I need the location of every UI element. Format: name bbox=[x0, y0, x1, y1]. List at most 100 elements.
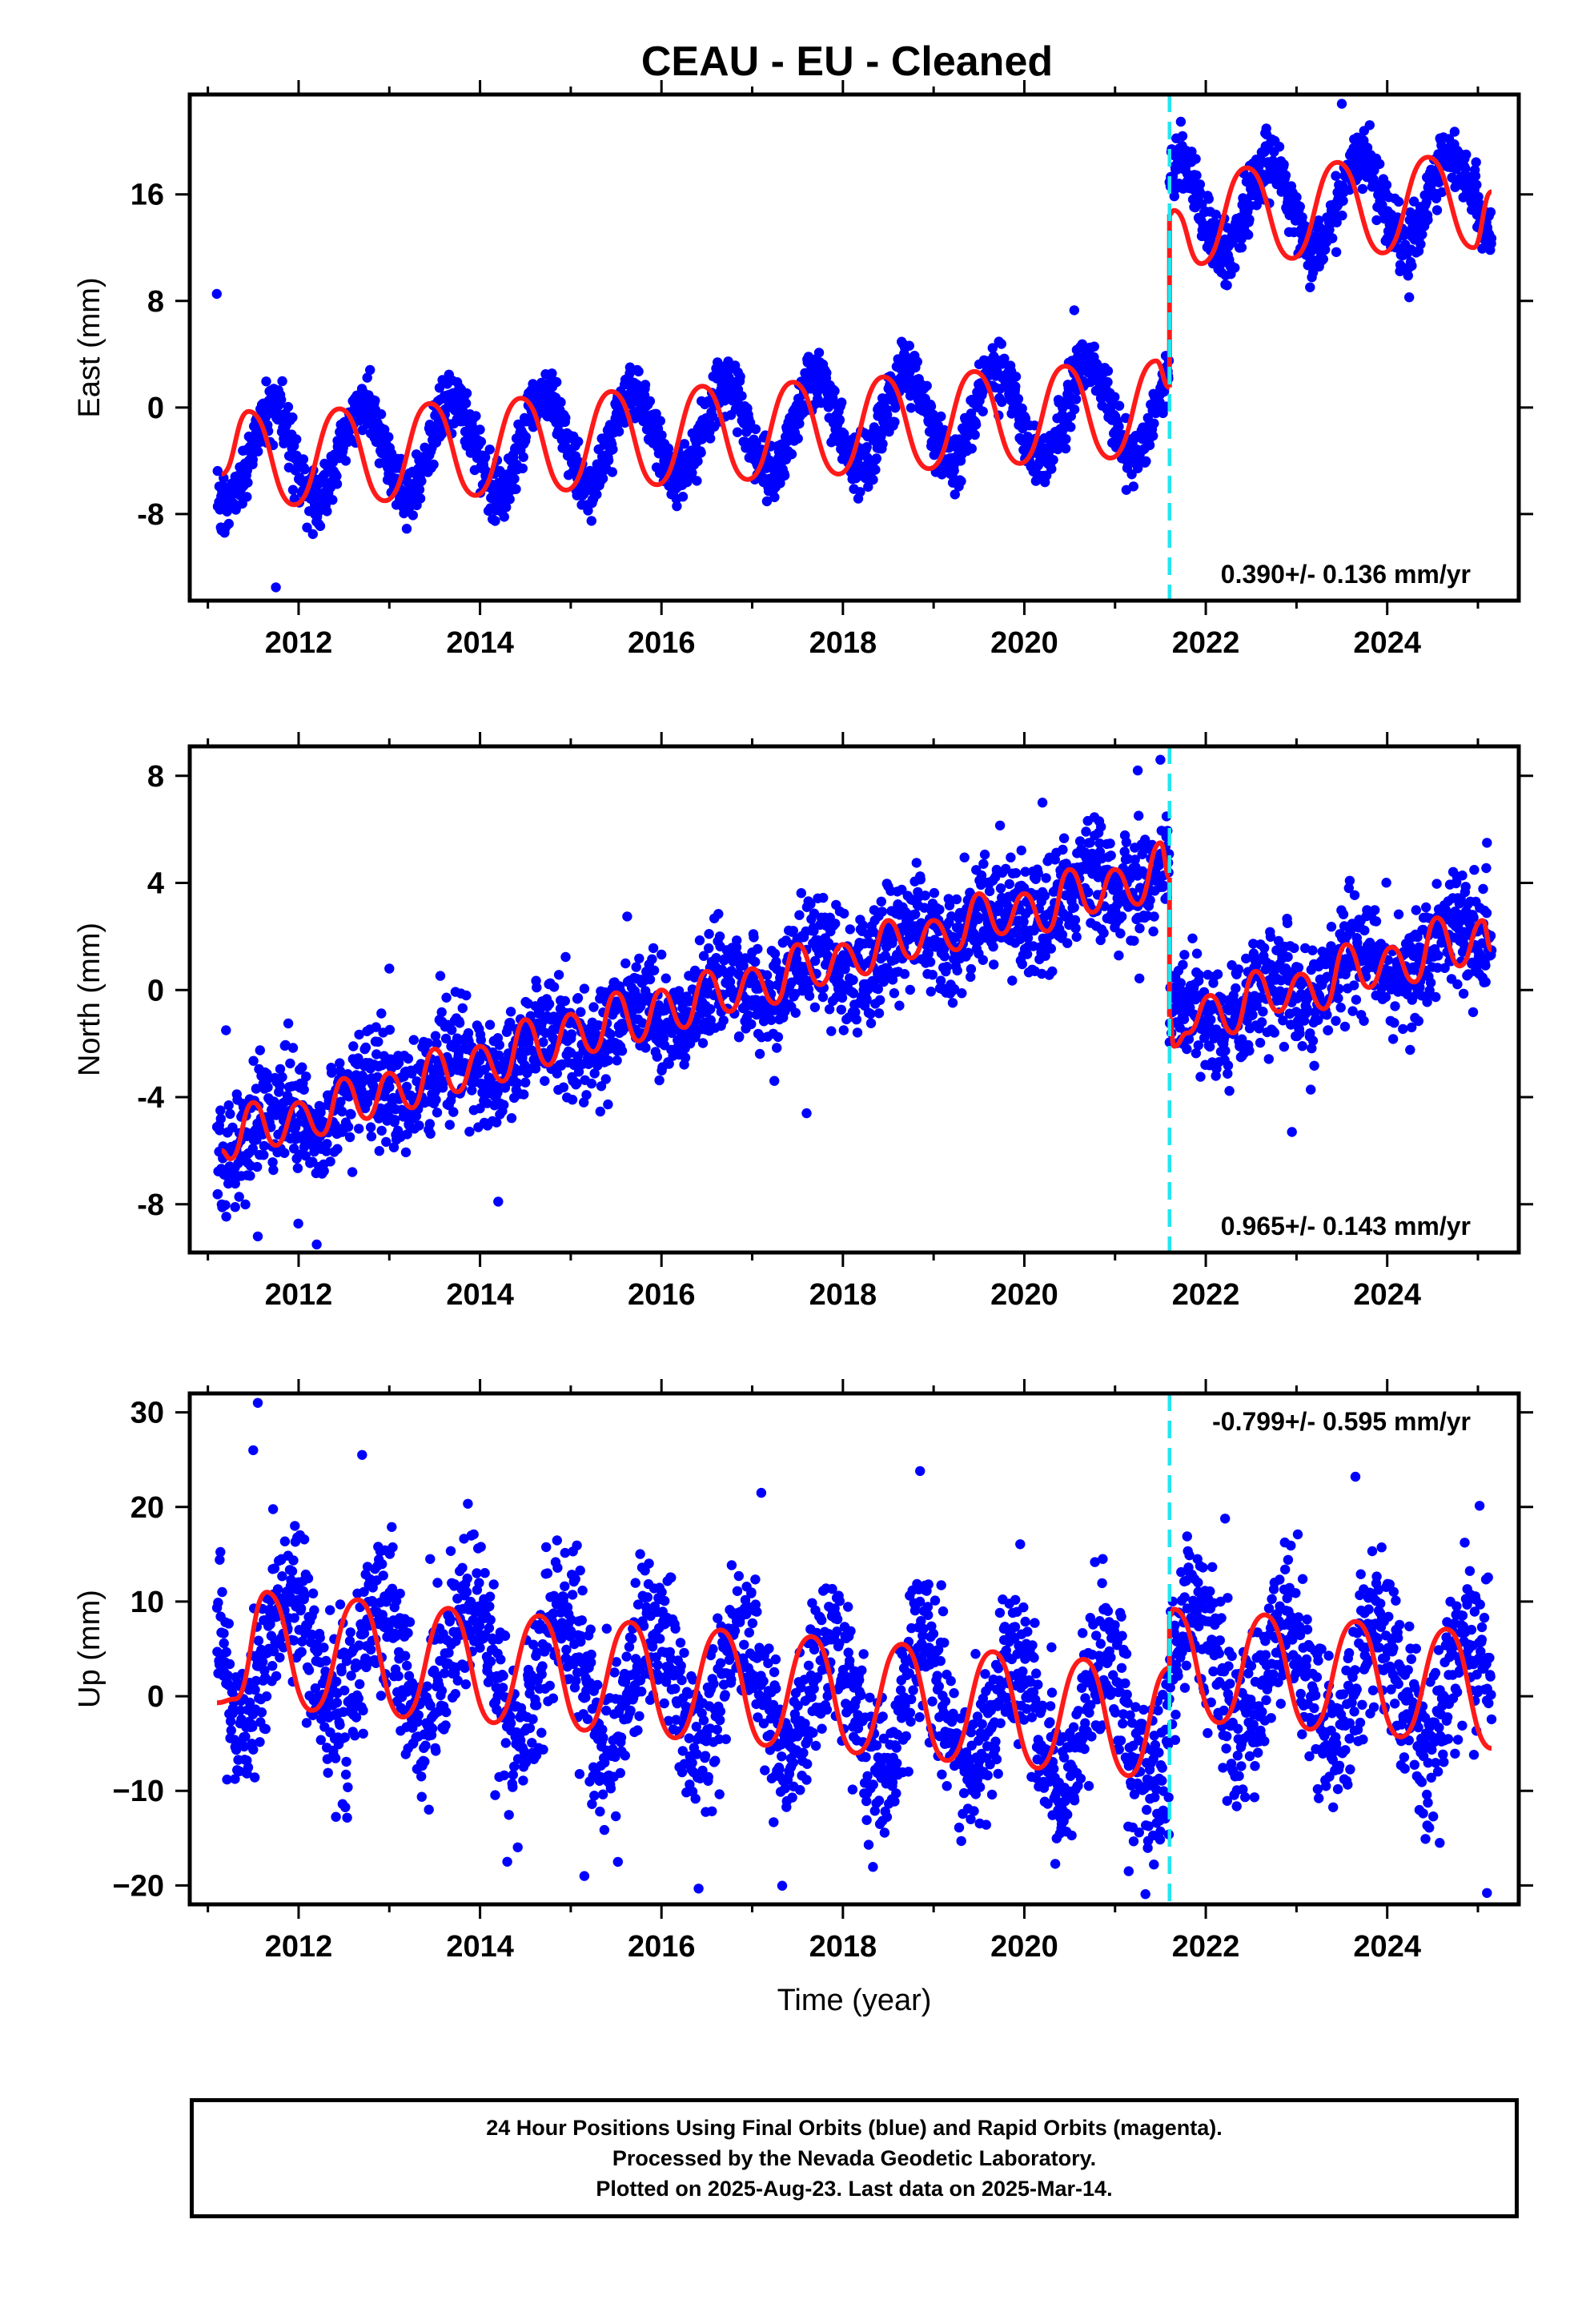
data-point bbox=[957, 988, 967, 999]
data-point bbox=[573, 1067, 584, 1077]
data-point bbox=[1191, 154, 1201, 164]
data-point bbox=[839, 908, 849, 919]
data-point bbox=[346, 1109, 356, 1120]
data-point bbox=[381, 1136, 391, 1148]
data-point bbox=[287, 412, 298, 423]
data-point bbox=[1256, 1017, 1267, 1027]
data-point bbox=[1144, 440, 1155, 451]
data-point bbox=[592, 489, 602, 500]
data-point bbox=[1327, 233, 1338, 243]
data-point bbox=[402, 1129, 412, 1140]
data-point bbox=[647, 954, 657, 965]
data-point bbox=[548, 982, 560, 992]
x-tick-label: 2016 bbox=[628, 626, 696, 660]
data-point bbox=[322, 1139, 332, 1149]
data-point bbox=[1486, 233, 1497, 243]
data-point bbox=[307, 529, 318, 540]
data-point bbox=[371, 1049, 382, 1059]
data-point bbox=[656, 949, 667, 960]
data-point bbox=[1033, 868, 1043, 879]
data-point bbox=[321, 1146, 331, 1156]
data-point bbox=[1274, 142, 1285, 152]
data-point bbox=[276, 395, 287, 405]
data-point bbox=[1279, 159, 1289, 170]
data-point bbox=[347, 1167, 358, 1177]
data-point bbox=[1470, 171, 1481, 181]
data-point bbox=[1461, 149, 1472, 160]
data-point bbox=[373, 1036, 383, 1047]
data-point bbox=[301, 1072, 311, 1082]
data-point bbox=[1001, 863, 1011, 875]
data-point bbox=[616, 1046, 628, 1056]
data-point bbox=[889, 416, 900, 428]
data-point bbox=[862, 984, 873, 995]
data-point bbox=[261, 376, 271, 387]
data-point bbox=[1017, 403, 1027, 414]
data-point bbox=[268, 1164, 279, 1176]
data-point bbox=[936, 411, 946, 422]
data-point bbox=[211, 288, 222, 300]
data-point bbox=[999, 353, 1010, 364]
data-point bbox=[370, 396, 380, 406]
data-point bbox=[915, 875, 926, 885]
data-point bbox=[586, 516, 596, 526]
data-point bbox=[1191, 1048, 1202, 1059]
data-point bbox=[648, 943, 659, 954]
data-point bbox=[1338, 195, 1348, 206]
data-point bbox=[1057, 929, 1068, 940]
data-point bbox=[613, 426, 624, 437]
data-point bbox=[325, 1156, 335, 1167]
data-point bbox=[1114, 950, 1124, 961]
x-tick-label: 2012 bbox=[265, 626, 333, 660]
data-point bbox=[656, 430, 667, 440]
data-point bbox=[494, 1039, 504, 1051]
data-point bbox=[921, 380, 932, 391]
data-point bbox=[1331, 217, 1342, 227]
data-point bbox=[877, 907, 888, 917]
data-point bbox=[221, 1212, 231, 1222]
data-point bbox=[245, 1171, 255, 1181]
data-point bbox=[499, 512, 509, 522]
data-point bbox=[640, 380, 651, 390]
y-tick-label: 16 bbox=[130, 179, 164, 212]
data-point bbox=[1211, 209, 1221, 220]
data-point bbox=[430, 1031, 441, 1041]
data-point bbox=[779, 470, 790, 480]
data-point bbox=[1020, 866, 1030, 877]
data-point bbox=[939, 951, 950, 962]
data-point bbox=[475, 1103, 485, 1114]
data-point bbox=[1061, 434, 1071, 444]
chart-title: CEAU - EU - Cleaned bbox=[641, 38, 1053, 85]
data-point bbox=[734, 1031, 745, 1042]
data-point bbox=[987, 343, 998, 353]
data-point bbox=[1130, 854, 1140, 865]
data-point bbox=[1066, 422, 1076, 432]
data-point bbox=[793, 433, 803, 444]
data-point bbox=[973, 902, 983, 912]
data-point bbox=[219, 472, 229, 484]
data-point bbox=[530, 1063, 541, 1074]
data-point bbox=[813, 348, 825, 358]
data-point bbox=[771, 956, 781, 967]
data-point bbox=[247, 1144, 258, 1154]
data-point bbox=[538, 1037, 548, 1047]
data-point bbox=[277, 1072, 287, 1083]
data-point bbox=[644, 974, 656, 985]
data-point bbox=[1149, 911, 1159, 922]
data-point bbox=[1320, 244, 1331, 255]
data-point bbox=[1415, 239, 1426, 250]
plot-area bbox=[190, 94, 1519, 601]
data-point bbox=[837, 992, 848, 1003]
data-point bbox=[520, 1077, 531, 1088]
data-point bbox=[661, 973, 671, 983]
data-point bbox=[277, 376, 287, 387]
data-point bbox=[1070, 394, 1082, 404]
data-point bbox=[894, 1000, 905, 1011]
data-point bbox=[343, 1121, 354, 1132]
data-point bbox=[401, 524, 412, 534]
data-point bbox=[331, 471, 342, 481]
data-point bbox=[754, 1048, 765, 1059]
data-point bbox=[1280, 170, 1291, 181]
data-point bbox=[833, 970, 845, 980]
data-point bbox=[556, 397, 566, 408]
